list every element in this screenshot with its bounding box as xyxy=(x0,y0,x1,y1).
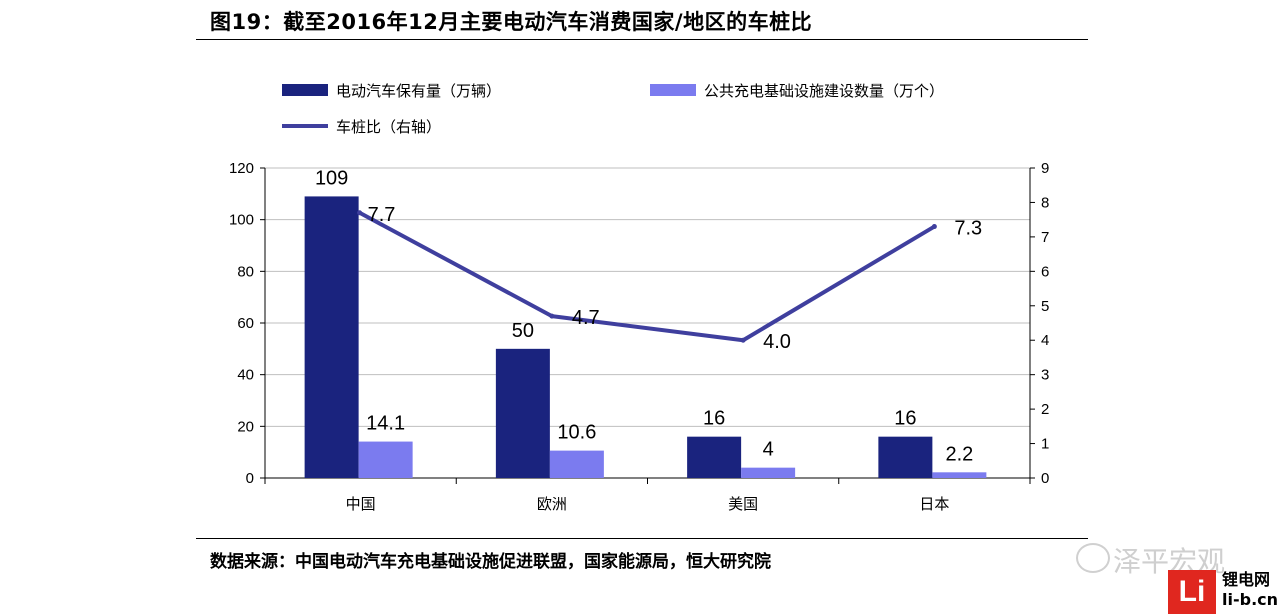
title-divider xyxy=(196,39,1088,40)
data-label: 16 xyxy=(703,408,725,430)
bar-chargers xyxy=(549,450,604,478)
site-domain: li-b.cn xyxy=(1222,590,1279,609)
data-label: 16 xyxy=(894,408,916,430)
legend-label-ev: 电动汽车保有量（万辆） xyxy=(336,82,501,100)
data-label: 14.1 xyxy=(366,413,405,435)
y2-tick-label: 4 xyxy=(1041,332,1049,349)
y-tick-label: 0 xyxy=(246,470,254,487)
ratio-label: 7.7 xyxy=(368,204,396,226)
bar-ev xyxy=(687,436,742,478)
y-tick-label: 80 xyxy=(237,263,254,280)
data-label: 4 xyxy=(763,439,774,461)
legend-label-ratio: 车桩比（右轴） xyxy=(336,118,441,136)
ratio-line xyxy=(357,210,937,343)
site-name-text: 锂电网 xyxy=(1222,570,1271,589)
x-tick-label: 美国 xyxy=(728,495,758,513)
y2-tick-label: 0 xyxy=(1041,470,1049,487)
wechat-icon xyxy=(1076,543,1110,573)
y2-tick-label: 2 xyxy=(1041,401,1049,418)
ratio-label: 4.7 xyxy=(572,307,600,329)
chart-title: 图19：截至2016年12月主要电动汽车消费国家/地区的车桩比 xyxy=(210,10,813,34)
ratio-point xyxy=(931,224,937,230)
ratio-point xyxy=(549,313,555,319)
bar-ev xyxy=(304,196,359,478)
bar-chargers xyxy=(358,441,413,478)
axes: 0 20 40 60 80 100 120 0 1 2 3 4 5 6 7 8 9 中国 欧洲 美国 日本 xyxy=(229,160,1049,513)
y-tick-label: 60 xyxy=(237,315,254,332)
bar-ev xyxy=(495,348,550,478)
y-tick-label: 40 xyxy=(237,367,254,384)
y2-tick-label: 8 xyxy=(1041,194,1049,211)
y2-tick-label: 9 xyxy=(1041,160,1049,177)
data-label: 2.2 xyxy=(945,443,973,465)
ratio-label: 4.0 xyxy=(763,331,791,353)
y2-tick-label: 1 xyxy=(1041,436,1049,453)
data-label: 109 xyxy=(315,167,348,189)
y-tick-label: 100 xyxy=(229,212,254,229)
ratio-label: 7.3 xyxy=(954,218,982,240)
legend: 电动汽车保有量（万辆） 公共充电基础设施建设数量（万个） 车桩比（右轴） xyxy=(282,82,944,136)
bar-chargers xyxy=(932,472,987,478)
legend-swatch-ev xyxy=(282,84,328,96)
y2-tick-label: 6 xyxy=(1041,263,1049,280)
source-divider xyxy=(196,538,1088,539)
data-label: 10.6 xyxy=(557,422,596,444)
legend-swatch-chargers xyxy=(650,84,696,96)
ratio-point xyxy=(740,337,746,343)
ratio-series-line xyxy=(358,211,936,343)
y2-tick-label: 5 xyxy=(1041,298,1049,315)
bar-chargers xyxy=(741,467,796,478)
y2-tick-label: 3 xyxy=(1041,367,1049,384)
x-tick-label: 欧洲 xyxy=(537,495,567,513)
source-note: 数据来源：中国电动汽车充电基础设施促进联盟，国家能源局，恒大研究院 xyxy=(210,552,771,572)
ratio-point xyxy=(357,210,363,216)
data-labels: 109 50 16 16 14.1 10.6 4 2.2 7.7 4.7 4.0 7.3 xyxy=(315,167,982,465)
x-tick-label: 中国 xyxy=(346,495,376,513)
bar-ev xyxy=(878,436,933,478)
y2-tick-label: 7 xyxy=(1041,229,1049,246)
bars xyxy=(304,196,987,478)
gridlines xyxy=(265,167,1030,427)
site-logo: Li xyxy=(1168,570,1216,614)
y-tick-label: 120 xyxy=(229,160,254,177)
legend-label-chargers: 公共充电基础设施建设数量（万个） xyxy=(704,82,944,100)
y-tick-label: 20 xyxy=(237,418,254,435)
data-label: 50 xyxy=(512,320,534,342)
x-tick-label: 日本 xyxy=(919,495,949,513)
site-name: 锂电网 li-b.cn xyxy=(1222,570,1278,610)
